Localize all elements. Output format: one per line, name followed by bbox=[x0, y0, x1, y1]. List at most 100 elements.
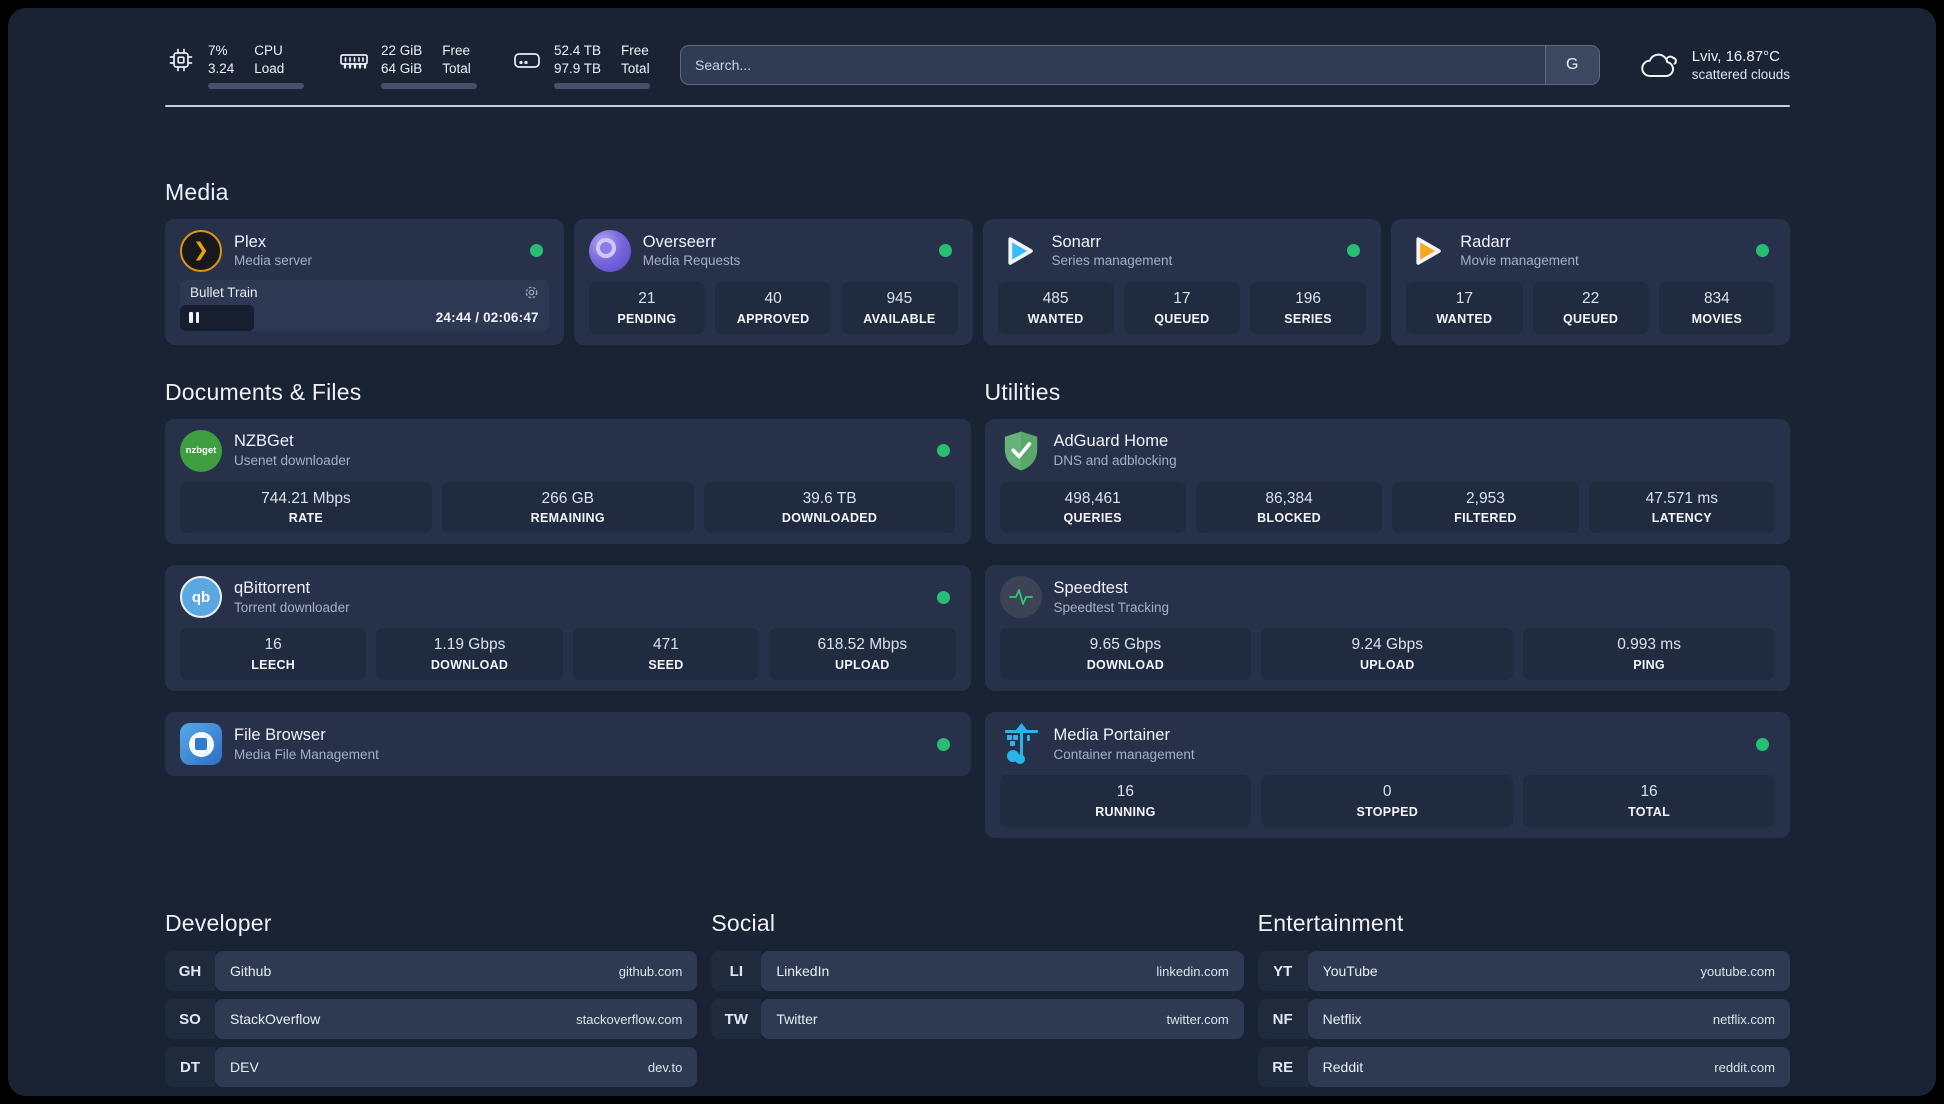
stat-rate: 744.21 Mbps RATE bbox=[180, 481, 432, 534]
app-name: Sonarr bbox=[1051, 232, 1102, 251]
stat-total: 16 TOTAL bbox=[1523, 775, 1775, 828]
stat-available: 945 AVAILABLE bbox=[841, 281, 958, 334]
stat-downloaded: 39.6 TB DOWNLOADED bbox=[703, 481, 956, 534]
cpu-load-label: Load bbox=[254, 60, 285, 76]
app-subtitle: Usenet downloader bbox=[234, 453, 351, 469]
link-twitter[interactable]: TW Twitter twitter.com bbox=[711, 999, 1244, 1040]
app-name: File Browser bbox=[234, 726, 326, 745]
ram-total-label: Total bbox=[442, 60, 471, 76]
weather-location-temp: Lviv, 16.87°C bbox=[1691, 47, 1780, 65]
dashboard: 7% 3.24 CPU Load bbox=[8, 8, 1936, 1096]
stat-download: 9.65 Gbps DOWNLOAD bbox=[999, 628, 1252, 681]
link-reddit[interactable]: RE Reddit reddit.com bbox=[1257, 1047, 1790, 1088]
settings-icon[interactable] bbox=[524, 285, 539, 300]
link-youtube[interactable]: YT YouTube youtube.com bbox=[1257, 951, 1790, 992]
stat-running: 16 RUNNING bbox=[999, 775, 1252, 828]
link-linkedin[interactable]: LI LinkedIn linkedin.com bbox=[711, 951, 1244, 992]
section-title-utilities: Utilities bbox=[984, 378, 1061, 405]
stat-movies: 834 MOVIES bbox=[1658, 281, 1775, 334]
playback-progress-bar[interactable]: 24:44 / 02:06:47 bbox=[180, 304, 549, 331]
cpu-load-value: 3.24 bbox=[208, 60, 235, 76]
app-subtitle: Movie management bbox=[1460, 253, 1579, 269]
app-card-portainer[interactable]: Media Portainer Container management 16 R… bbox=[984, 712, 1790, 839]
app-subtitle: Container management bbox=[1053, 746, 1195, 762]
link-dev[interactable]: DT DEV dev.to bbox=[165, 1047, 698, 1088]
app-name: qBittorrent bbox=[234, 579, 311, 598]
section-title-social: Social bbox=[711, 910, 776, 937]
app-card-adguard[interactable]: AdGuard Home DNS and adblocking 498,461 Q… bbox=[984, 418, 1790, 545]
disk-total-label: Total bbox=[621, 60, 650, 76]
status-indicator bbox=[938, 244, 952, 258]
stat-seed: 471 SEED bbox=[572, 628, 760, 681]
link-stackoverflow[interactable]: SO StackOverflow stackoverflow.com bbox=[165, 999, 698, 1040]
app-subtitle: Series management bbox=[1051, 253, 1173, 269]
app-card-overseerr[interactable]: Overseerr Media Requests 21 PENDING 40 APP… bbox=[573, 218, 973, 345]
cpu-stat: 7% 3.24 CPU Load bbox=[165, 42, 304, 89]
app-card-radarr[interactable]: Radarr Movie management 17 WANTED 22 QUEUE… bbox=[1391, 218, 1790, 345]
stat-stopped: 0 STOPPED bbox=[1261, 775, 1514, 828]
section-title-developer: Developer bbox=[165, 910, 272, 937]
plex-now-playing: Bullet Train 24:44 / 02:06:47 bbox=[180, 279, 549, 331]
stat-approved: 40 APPROVED bbox=[715, 281, 832, 334]
disk-total-value: 97.9 TB bbox=[554, 60, 602, 76]
cpu-icon bbox=[165, 43, 197, 77]
filebrowser-icon bbox=[180, 723, 222, 766]
status-indicator bbox=[1756, 244, 1769, 258]
app-subtitle: Media server bbox=[234, 253, 313, 269]
sonarr-icon bbox=[998, 230, 1040, 272]
search-input[interactable] bbox=[680, 45, 1600, 86]
stat-queries: 498,461 QUERIES bbox=[999, 481, 1186, 534]
search-bar: G bbox=[680, 45, 1600, 86]
app-subtitle: Speedtest Tracking bbox=[1053, 600, 1170, 615]
disk-free-value: 52.4 TB bbox=[554, 43, 602, 58]
disk-progress-bar bbox=[554, 82, 650, 89]
status-indicator bbox=[1756, 737, 1769, 751]
cpu-progress-bar bbox=[208, 82, 304, 89]
qbittorrent-icon: qb bbox=[180, 576, 222, 619]
app-card-nzbget[interactable]: nzbget NZBGet Usenet downloader 744.21 M… bbox=[165, 418, 971, 545]
stat-series: 196 SERIES bbox=[1250, 281, 1367, 334]
app-subtitle: DNS and adblocking bbox=[1053, 453, 1177, 469]
ram-free-value: 22 GiB bbox=[381, 43, 423, 58]
app-name: NZBGet bbox=[234, 432, 294, 451]
stat-filtered: 2,953 FILTERED bbox=[1392, 481, 1579, 534]
weather-widget: Lviv, 16.87°C scattered clouds bbox=[1638, 47, 1790, 84]
ram-icon bbox=[338, 43, 370, 77]
app-card-sonarr[interactable]: Sonarr Series management 485 WANTED 17 QUE… bbox=[982, 218, 1382, 345]
app-name: Radarr bbox=[1460, 232, 1511, 251]
top-bar: 7% 3.24 CPU Load bbox=[165, 8, 1790, 89]
app-card-filebrowser[interactable]: File Browser Media File Management bbox=[165, 712, 971, 777]
stat-wanted: 17 WANTED bbox=[1406, 281, 1523, 334]
link-github[interactable]: GH Github github.com bbox=[165, 951, 698, 992]
status-indicator bbox=[936, 590, 950, 604]
app-subtitle: Media File Management bbox=[234, 746, 379, 762]
ram-total-value: 64 GiB bbox=[381, 60, 423, 76]
disk-icon bbox=[511, 43, 543, 77]
pause-button[interactable] bbox=[180, 304, 254, 331]
status-indicator bbox=[1347, 244, 1361, 258]
app-name: Overseerr bbox=[642, 232, 717, 251]
link-netflix[interactable]: NF Netflix netflix.com bbox=[1257, 999, 1790, 1040]
app-name: AdGuard Home bbox=[1053, 432, 1169, 451]
now-playing-title: Bullet Train bbox=[190, 284, 258, 300]
ram-free-label: Free bbox=[442, 43, 471, 58]
disk-stat: 52.4 TB 97.9 TB Free Total bbox=[511, 42, 650, 89]
radarr-icon bbox=[1406, 230, 1448, 272]
plex-icon: ❯ bbox=[180, 229, 222, 272]
weather-condition: scattered clouds bbox=[1691, 67, 1790, 83]
app-card-plex[interactable]: ❯ Plex Media server Bullet Train bbox=[165, 218, 564, 345]
playback-time: 24:44 / 02:06:47 bbox=[435, 310, 539, 326]
search-engine-button[interactable]: G bbox=[1544, 46, 1599, 85]
app-card-qbittorrent[interactable]: qb qBittorrent Torrent downloader 16 LEEC… bbox=[165, 565, 971, 692]
adguard-icon bbox=[1000, 430, 1042, 472]
disk-free-label: Free bbox=[621, 43, 649, 58]
section-title-media: Media bbox=[165, 178, 229, 205]
stat-remaining: 266 GB REMAINING bbox=[441, 481, 694, 534]
stat-latency: 47.571 ms LATENCY bbox=[1588, 481, 1775, 534]
stat-upload: 9.24 Gbps UPLOAD bbox=[1261, 628, 1514, 681]
stat-wanted: 485 WANTED bbox=[997, 281, 1114, 334]
stat-blocked: 86,384 BLOCKED bbox=[1195, 481, 1383, 534]
cpu-label: CPU bbox=[254, 43, 283, 58]
app-card-speedtest[interactable]: Speedtest Speedtest Tracking 9.65 Gbps DO… bbox=[984, 565, 1790, 692]
cpu-usage: 7% bbox=[208, 43, 228, 58]
